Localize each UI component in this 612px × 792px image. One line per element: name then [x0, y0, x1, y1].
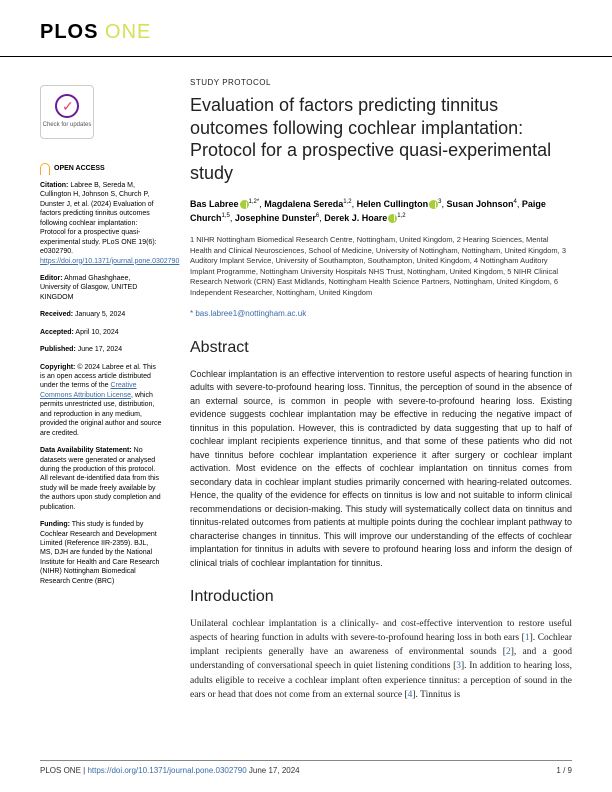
published-date: June 17, 2024: [76, 346, 122, 353]
author: Derek J. Hoare1,2: [324, 213, 405, 223]
introduction-text: Unilateral cochlear implantation is a cl…: [190, 617, 572, 703]
journal-header: PLOS ONE: [0, 0, 612, 57]
funding-label: Funding:: [40, 521, 70, 528]
article-type: STUDY PROTOCOL: [190, 77, 572, 88]
author: Helen Cullington3: [357, 199, 442, 209]
copyright-label: Copyright:: [40, 364, 75, 371]
sidebar: Check for updates OPEN ACCESS Citation: …: [40, 77, 180, 718]
funding-block: Funding: This study is funded by Cochlea…: [40, 520, 162, 586]
data-availability-block: Data Availability Statement: No datasets…: [40, 446, 162, 512]
received-label: Received:: [40, 311, 73, 318]
reference-link[interactable]: 2: [506, 647, 511, 657]
affiliations: 1 NIHR Nottingham Biomedical Research Ce…: [190, 235, 572, 298]
copyright-block: Copyright: © 2024 Labree et al. This is …: [40, 363, 162, 439]
footer-doi-link[interactable]: https://doi.org/10.1371/journal.pone.030…: [87, 766, 246, 775]
open-access-label: OPEN ACCESS: [54, 164, 105, 173]
editor-block: Editor: Ahmad Ghashghaee, University of …: [40, 274, 162, 302]
reference-link[interactable]: 1: [525, 633, 530, 643]
published-block: Published: June 17, 2024: [40, 345, 162, 354]
data-label: Data Availability Statement:: [40, 447, 132, 454]
editor-label: Editor:: [40, 275, 63, 282]
footer-left: PLOS ONE | https://doi.org/10.1371/journ…: [40, 765, 300, 776]
author: Bas Labree1,2*: [190, 199, 259, 209]
footer-page: 1 / 9: [556, 765, 572, 776]
footer-date: June 17, 2024: [247, 766, 300, 775]
author: Magdalena Sereda1,2: [264, 199, 351, 209]
orcid-icon[interactable]: [240, 200, 249, 209]
citation-doi-link[interactable]: https://doi.org/10.1371/journal.pone.030…: [40, 258, 179, 265]
main-column: STUDY PROTOCOL Evaluation of factors pre…: [180, 77, 572, 718]
introduction-heading: Introduction: [190, 586, 572, 608]
article-title: Evaluation of factors predicting tinnitu…: [190, 94, 572, 184]
open-access-badge: OPEN ACCESS: [40, 163, 162, 175]
check-updates-icon: [55, 94, 79, 118]
authors-list: Bas Labree1,2*, Magdalena Sereda1,2, Hel…: [190, 198, 572, 225]
check-updates-badge[interactable]: Check for updates: [40, 85, 94, 139]
citation-text: Labree B, Sereda M, Cullington H, Johnso…: [40, 182, 157, 255]
abstract-heading: Abstract: [190, 337, 572, 359]
author: Josephine Dunster6: [235, 213, 319, 223]
accepted-date: April 10, 2024: [74, 329, 119, 336]
orcid-icon[interactable]: [388, 214, 397, 223]
citation-label: Citation:: [40, 182, 68, 189]
corresponding-email[interactable]: * bas.labree1@nottingham.ac.uk: [190, 308, 572, 319]
open-access-icon: [40, 163, 50, 175]
funding-text: This study is funded by Cochlear Researc…: [40, 521, 159, 585]
logo-plos: PLOS: [40, 21, 98, 43]
abstract-text: Cochlear implantation is an effective in…: [190, 368, 572, 571]
reference-link[interactable]: 4: [408, 690, 413, 700]
accepted-block: Accepted: April 10, 2024: [40, 328, 162, 337]
logo-one: ONE: [105, 21, 151, 43]
published-label: Published:: [40, 346, 76, 353]
received-date: January 5, 2024: [73, 311, 125, 318]
journal-logo: PLOS ONE: [40, 18, 572, 46]
citation-block: Citation: Labree B, Sereda M, Cullington…: [40, 181, 162, 266]
check-updates-label: Check for updates: [43, 121, 92, 129]
accepted-label: Accepted:: [40, 329, 74, 336]
reference-link[interactable]: 3: [456, 661, 461, 671]
page-footer: PLOS ONE | https://doi.org/10.1371/journ…: [40, 760, 572, 776]
footer-journal: PLOS ONE |: [40, 766, 87, 775]
orcid-icon[interactable]: [429, 200, 438, 209]
received-block: Received: January 5, 2024: [40, 310, 162, 319]
author: Susan Johnson4: [446, 199, 516, 209]
data-text: No datasets were generated or analysed d…: [40, 447, 161, 511]
